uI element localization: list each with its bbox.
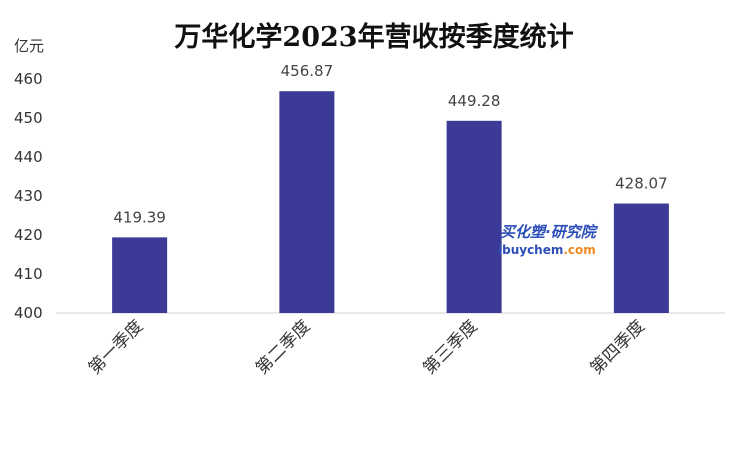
- bar: [613, 203, 669, 313]
- bar: [112, 237, 168, 313]
- y-tick-label: 450: [14, 109, 43, 127]
- data-label: 419.39: [113, 208, 166, 226]
- y-tick-label: 400: [14, 304, 43, 322]
- category-label: 第二季度: [252, 316, 314, 378]
- watermark-url-domain: ibuychem: [498, 243, 563, 257]
- data-label: 456.87: [281, 62, 334, 80]
- data-label: 449.28: [448, 92, 501, 110]
- y-tick-label: 410: [14, 265, 43, 283]
- y-axis-ticks: 400 410 420 430 440 450 460: [14, 70, 43, 322]
- y-tick-label: 420: [14, 226, 43, 244]
- bars: [112, 91, 669, 313]
- watermark-url: ibuychem.com: [498, 243, 596, 257]
- bar: [279, 91, 335, 313]
- y-axis-unit-label: 亿元: [14, 37, 44, 55]
- y-tick-label: 460: [14, 70, 43, 88]
- category-label: 第三季度: [419, 316, 481, 378]
- watermark-logo: 买化塑·研究院 ibuychem.com: [498, 223, 599, 257]
- category-labels: 第一季度 第二季度 第三季度 第四季度: [85, 316, 649, 378]
- chart-title: 万华化学2023年营收按季度统计: [174, 21, 573, 53]
- bar: [446, 120, 502, 313]
- y-tick-label: 430: [14, 187, 43, 205]
- category-label: 第四季度: [587, 316, 649, 378]
- category-label: 第一季度: [85, 316, 147, 378]
- y-tick-label: 440: [14, 148, 43, 166]
- watermark-title: 买化塑·研究院: [500, 223, 599, 241]
- data-label: 428.07: [615, 175, 668, 193]
- data-labels: 419.39 456.87 449.28 428.07: [113, 62, 667, 226]
- watermark-url-tld: .com: [563, 243, 595, 257]
